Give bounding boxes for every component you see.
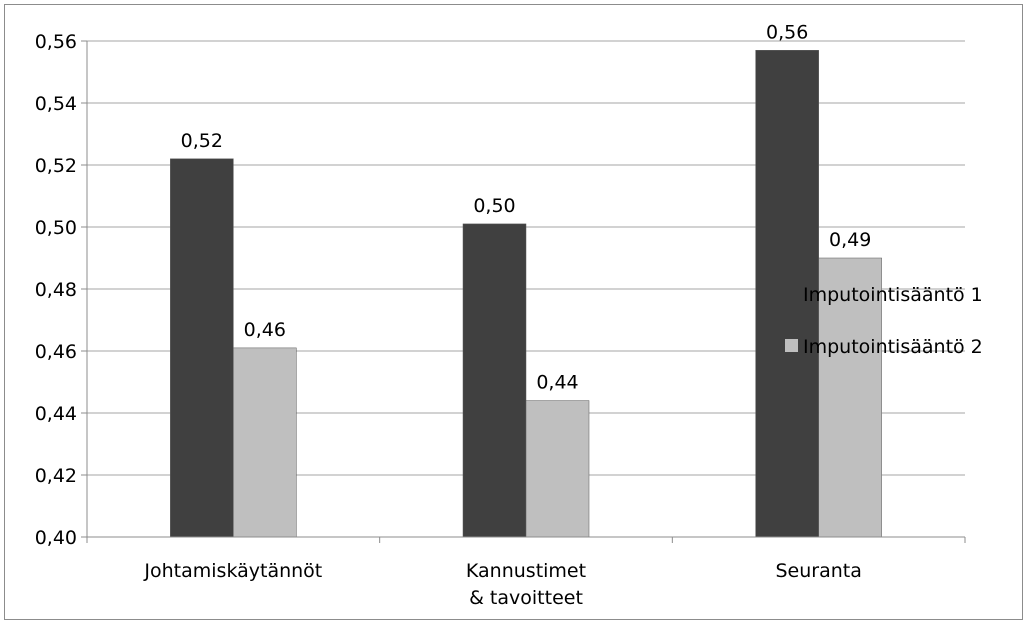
y-axis: 0,40 0,42 0,44 0,46 0,48 0,50 0,52 0,54 0,56 xyxy=(35,31,88,549)
x-tick-label: Johtamiskäytännöt xyxy=(143,560,322,582)
y-tick-label: 0,42 xyxy=(35,465,77,487)
y-tick-label: 0,52 xyxy=(35,155,77,177)
y-tick-label: 0,46 xyxy=(35,341,77,363)
x-tick-label-line: Johtamiskäytännöt xyxy=(143,560,322,582)
data-label: 0,52 xyxy=(181,130,223,152)
x-axis: Johtamiskäytännöt Kannustimet & tavoitteet… xyxy=(81,536,966,609)
legend-label: Imputointisääntö 2 xyxy=(803,336,983,358)
y-tick-label: 0,44 xyxy=(35,403,77,425)
x-tick-label: Seuranta xyxy=(775,560,861,582)
x-tick-label-line: Kannustimet xyxy=(466,560,586,582)
data-label: 0,46 xyxy=(244,319,286,341)
x-tick-label-line: & tavoitteet xyxy=(469,587,583,609)
y-tick-label: 0,54 xyxy=(35,93,77,115)
legend: Imputointisääntö 1 Imputointisääntö 2 xyxy=(785,284,983,358)
bar xyxy=(170,158,234,538)
bars: 0,52 0,46 0,50 0,44 0,56 0,49 xyxy=(170,21,882,538)
bar-chart: 0,40 0,42 0,44 0,46 0,48 0,50 0,52 0,54 0,56 0,5… xyxy=(35,21,983,609)
chart-frame: 0,40 0,42 0,44 0,46 0,48 0,50 0,52 0,54 0,56 0,5… xyxy=(4,4,1023,620)
data-label: 0,44 xyxy=(536,372,578,394)
data-label: 0,50 xyxy=(473,195,515,217)
data-label: 0,49 xyxy=(829,229,871,251)
bar xyxy=(818,257,882,538)
y-tick-label: 0,40 xyxy=(35,527,77,549)
legend-label: Imputointisääntö 1 xyxy=(803,284,983,306)
legend-swatch xyxy=(785,339,798,352)
y-tick-label: 0,50 xyxy=(35,217,77,239)
legend-swatch xyxy=(785,287,798,300)
x-tick-label: Kannustimet & tavoitteet xyxy=(466,560,586,609)
bar xyxy=(233,347,297,538)
data-label: 0,56 xyxy=(766,21,808,43)
bar xyxy=(525,400,590,538)
bar xyxy=(462,223,527,538)
y-tick-label: 0,48 xyxy=(35,279,77,301)
x-tick-label-line: Seuranta xyxy=(775,560,861,582)
y-tick-label: 0,56 xyxy=(35,31,77,53)
